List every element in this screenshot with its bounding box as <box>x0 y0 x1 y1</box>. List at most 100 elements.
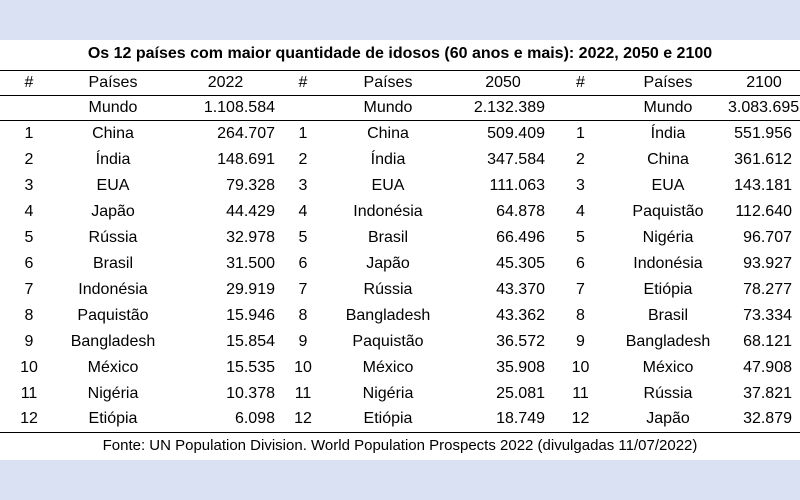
rank-cell: 12 <box>571 410 590 428</box>
rank-cell: 3 <box>298 176 308 194</box>
header-cell: Países <box>643 74 693 91</box>
table-row: 1 China 264.707 1 China 509.409 1 Índia 551.956 <box>0 121 800 147</box>
table-row: 4 Japão 44.429 4 Indonésia 64.878 4 Paquistão 11… <box>0 199 800 225</box>
value-cell: 264.707 <box>217 124 275 142</box>
header-cell: Países <box>363 74 413 91</box>
country-cell: Rússia <box>363 280 413 298</box>
value-cell: 32.879 <box>743 410 792 428</box>
value-cell: 43.362 <box>496 306 545 324</box>
value-cell: 78.277 <box>743 280 792 298</box>
rank-cell: 8 <box>298 306 308 324</box>
table-row: 12 Etiópia 6.098 12 Etiópia 18.749 12 Japão 32.8… <box>0 407 800 433</box>
value-cell: 31.500 <box>226 254 275 272</box>
header-row: # Países 2022 # Países 2050 # Países 210… <box>0 70 800 96</box>
value-cell: 29.919 <box>226 280 275 298</box>
rank-cell: 11 <box>294 384 312 402</box>
value-cell: 18.749 <box>496 410 545 428</box>
country-cell: Brasil <box>367 228 408 246</box>
rank-cell: 7 <box>298 280 308 298</box>
rank-cell: 6 <box>576 254 585 272</box>
header-cell: 2100 <box>746 74 782 91</box>
country-cell: Índia <box>95 150 131 168</box>
rank-cell: 1 <box>298 124 308 142</box>
table-row: 5 Rússia 32.978 5 Brasil 66.496 5 Nigéria 96.707 <box>0 225 800 251</box>
country-cell: Brasil <box>92 254 133 272</box>
country-cell: Rússia <box>88 228 138 246</box>
value-cell: 36.572 <box>496 332 545 350</box>
world-label-cell: Mundo <box>88 99 138 116</box>
world-value-cell: 2.132.389 <box>473 99 545 116</box>
header-cell: # <box>576 74 585 91</box>
rank-cell: 9 <box>24 332 34 350</box>
table-row: 11 Nigéria 10.378 11 Nigéria 25.081 11 Rússia 37… <box>0 381 800 407</box>
value-cell: 68.121 <box>743 332 792 350</box>
table-title: Os 12 países com maior quantidade de ido… <box>87 45 713 62</box>
source-note: Fonte: UN Population Division. World Pop… <box>102 437 698 454</box>
value-cell: 64.878 <box>496 202 545 220</box>
value-cell: 148.691 <box>217 150 275 168</box>
country-cell: Indonésia <box>78 280 148 298</box>
table-row: 8 Paquistão 15.946 8 Bangladesh 43.362 8 Brasil… <box>0 303 800 329</box>
value-cell: 93.927 <box>743 254 792 272</box>
country-cell: Bangladesh <box>345 306 431 324</box>
world-label-cell: Mundo <box>643 99 693 116</box>
rank-cell: 5 <box>576 228 585 246</box>
rank-cell: 5 <box>298 228 308 246</box>
value-cell: 112.640 <box>735 202 792 220</box>
world-empty-cell <box>0 96 58 121</box>
rank-cell: 2 <box>576 150 585 168</box>
country-cell: Etiópia <box>88 410 138 428</box>
value-cell: 347.584 <box>487 150 545 168</box>
rank-cell: 4 <box>298 202 308 220</box>
country-cell: EUA <box>96 176 130 194</box>
country-cell: México <box>642 358 694 376</box>
country-cell: Brasil <box>647 306 688 324</box>
rank-cell: 8 <box>24 306 34 324</box>
rank-cell: 9 <box>298 332 308 350</box>
rank-cell: 5 <box>24 228 34 246</box>
value-cell: 551.956 <box>734 124 792 142</box>
value-cell: 361.612 <box>734 150 792 168</box>
value-cell: 66.496 <box>496 228 545 246</box>
value-cell: 111.063 <box>489 176 545 194</box>
rank-cell: 4 <box>24 202 34 220</box>
rank-cell: 6 <box>298 254 308 272</box>
country-cell: Indonésia <box>633 254 703 272</box>
header-cell: # <box>298 74 308 91</box>
rank-cell: 2 <box>298 150 308 168</box>
country-cell: Rússia <box>643 384 693 402</box>
country-cell: China <box>647 150 689 168</box>
country-cell: Paquistão <box>632 202 704 220</box>
rank-cell: 10 <box>20 358 38 376</box>
country-cell: EUA <box>651 176 685 194</box>
value-cell: 45.305 <box>496 254 545 272</box>
value-cell: 79.328 <box>226 176 275 194</box>
country-cell: Indonésia <box>353 202 423 220</box>
table-sheet: Os 12 países com maior quantidade de ido… <box>0 40 800 460</box>
header-cell: Países <box>88 74 138 91</box>
value-cell: 6.098 <box>234 410 275 428</box>
rank-cell: 10 <box>571 358 590 376</box>
world-value-cell: 1.108.584 <box>203 99 275 116</box>
country-cell: Japão <box>366 254 410 272</box>
value-cell: 32.978 <box>226 228 275 246</box>
rank-cell: 11 <box>20 384 38 402</box>
country-cell: Japão <box>91 202 135 220</box>
country-cell: Bangladesh <box>625 332 711 350</box>
rank-cell: 2 <box>24 150 34 168</box>
rank-cell: 9 <box>576 332 585 350</box>
table-row: 10 México 15.535 10 México 35.908 10 México 47.9… <box>0 355 800 381</box>
value-cell: 15.854 <box>226 332 275 350</box>
world-value-cell: 3.083.695 <box>728 99 800 116</box>
world-empty-cell <box>553 96 608 121</box>
country-cell: Etiópia <box>643 280 693 298</box>
value-cell: 43.370 <box>496 280 545 298</box>
elderly-population-table: # Países 2022 # Países 2050 # Países 210… <box>0 70 800 433</box>
rank-cell: 12 <box>20 410 38 428</box>
table-row: 6 Brasil 31.500 6 Japão 45.305 6 Indonésia 93.92… <box>0 251 800 277</box>
country-cell: México <box>87 358 139 376</box>
country-cell: México <box>362 358 414 376</box>
country-cell: Nigéria <box>87 384 139 402</box>
header-cell: 2022 <box>207 74 244 91</box>
country-cell: Etiópia <box>363 410 413 428</box>
